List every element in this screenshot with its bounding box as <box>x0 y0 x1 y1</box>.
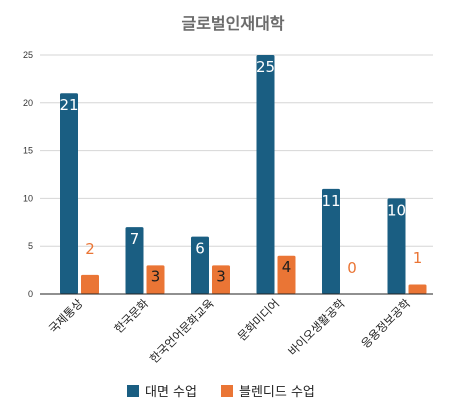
legend-swatch <box>127 385 139 397</box>
x-tick-label: 한국문화 <box>111 296 151 336</box>
data-label: 6 <box>195 240 205 258</box>
x-tick-label: 바이오생활공학 <box>285 296 348 359</box>
bar-blended <box>146 265 165 294</box>
data-label: 2 <box>85 240 95 258</box>
legend-label: 대면 수업 <box>145 385 197 400</box>
bar-blended <box>277 255 296 294</box>
data-label: 10 <box>387 201 406 219</box>
legend-swatch <box>221 385 233 397</box>
chart-title: 글로벌인재대학 <box>181 14 284 33</box>
bar-face-to-face <box>191 236 209 294</box>
x-tick-label: 문화미디어 <box>235 296 282 343</box>
data-label: 25 <box>256 58 275 76</box>
bar-face-to-face <box>60 93 78 295</box>
data-label: 7 <box>130 230 140 248</box>
x-tick-label: 응용정보공학 <box>358 296 413 351</box>
data-label: 4 <box>282 258 292 276</box>
y-tick-label: 25 <box>23 50 33 60</box>
data-label: 3 <box>216 267 226 285</box>
gridlines <box>40 54 433 247</box>
bar-face-to-face <box>125 227 144 294</box>
data-label: 1 <box>413 249 423 267</box>
x-tick-label: 한국언어문화교육 <box>147 296 217 366</box>
bar-blended <box>212 265 230 294</box>
y-axis-ticks: 0 5 10 15 20 25 <box>23 50 33 299</box>
legend: 대면 수업 블렌디드 수업 <box>127 385 315 400</box>
y-tick-label: 5 <box>28 241 33 251</box>
data-label: 3 <box>151 267 161 285</box>
x-tick-label: 국제통상 <box>46 296 86 336</box>
y-tick-label: 20 <box>23 98 33 108</box>
bar-face-to-face <box>387 198 406 294</box>
y-tick-label: 10 <box>23 193 33 203</box>
y-tick-label: 15 <box>23 146 33 156</box>
bar-face-to-face <box>322 188 340 294</box>
bar-face-to-face <box>256 55 275 294</box>
legend-label: 블렌디드 수업 <box>239 385 315 400</box>
data-label: 11 <box>321 192 340 210</box>
bar-blended <box>81 274 99 294</box>
data-label: 0 <box>347 259 357 277</box>
bar-blended <box>408 284 427 294</box>
data-label: 21 <box>59 96 78 114</box>
y-tick-label: 0 <box>28 289 33 299</box>
